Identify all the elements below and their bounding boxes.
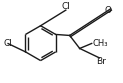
Text: O: O — [104, 6, 111, 15]
Text: CH₃: CH₃ — [93, 39, 108, 48]
Text: Br: Br — [97, 57, 106, 66]
Text: Cl: Cl — [61, 2, 70, 11]
Text: Cl: Cl — [3, 39, 12, 48]
